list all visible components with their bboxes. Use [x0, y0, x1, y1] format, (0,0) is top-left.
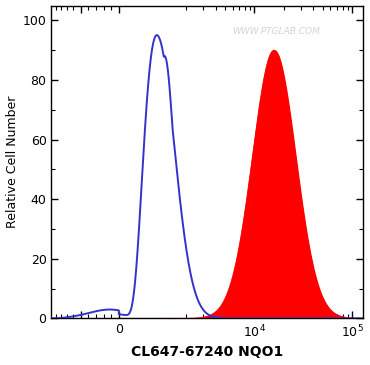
- Y-axis label: Relative Cell Number: Relative Cell Number: [6, 96, 18, 228]
- X-axis label: CL647-67240 NQO1: CL647-67240 NQO1: [131, 345, 283, 360]
- Text: WWW.PTGLAB.COM: WWW.PTGLAB.COM: [232, 27, 320, 36]
